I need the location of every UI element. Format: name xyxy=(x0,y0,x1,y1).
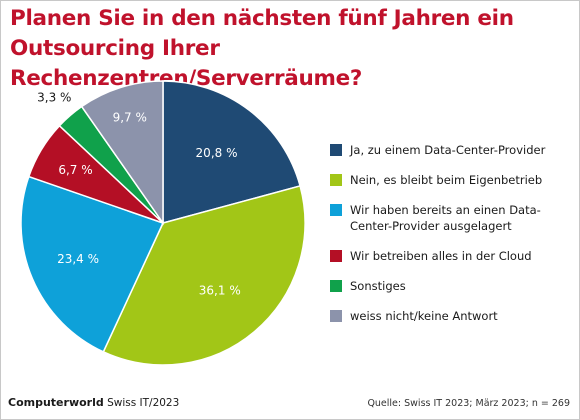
pie-slices xyxy=(20,80,306,366)
pie-label-4: 6,7 % xyxy=(58,163,92,177)
pie-label-6: 9,7 % xyxy=(113,110,147,124)
source-note: Quelle: Swiss IT 2023; März 2023; n = 26… xyxy=(367,398,570,409)
legend-swatch-5 xyxy=(330,280,342,292)
legend-swatch-2 xyxy=(330,174,342,186)
pie-slice-1 xyxy=(162,80,302,224)
pie-label-3: 23,4 % xyxy=(57,252,99,266)
pie-label-5: 3,3 % xyxy=(37,90,71,104)
legend-item-6: weiss nicht/keine Antwort xyxy=(330,308,575,324)
footer-brand-line: Computerworld Swiss IT/2023 xyxy=(8,396,179,409)
pie-label-1: 20,8 % xyxy=(196,146,238,160)
publication-name: Swiss IT/2023 xyxy=(107,397,180,409)
brand-name: Computerworld xyxy=(8,396,104,409)
chart-title: Planen Sie in den nächsten fünf Jahren e… xyxy=(10,6,514,91)
legend-swatch-6 xyxy=(330,310,342,322)
legend-label-6: weiss nicht/keine Antwort xyxy=(350,309,498,323)
pie-labels: 20,8 % 36,1 % 23,4 % 6,7 % 3,3 % 9,7 % xyxy=(37,90,241,297)
legend-swatch-4 xyxy=(330,250,342,262)
legend-label-2: Nein, es bleibt beim Eigenbetrieb xyxy=(350,173,543,187)
legend-swatch-3 xyxy=(330,204,342,216)
legend-item-1: Ja, zu einem Data-Center-Provider xyxy=(330,142,575,158)
pie-slice-2 xyxy=(102,185,306,366)
legend-item-5: Sonstiges xyxy=(330,278,575,294)
legend-label-3: Wir haben bereits an einen Data-Center-P… xyxy=(350,203,541,233)
legend-item-3: Wir haben bereits an einen Data-Center-P… xyxy=(330,202,575,234)
pie-slice-6 xyxy=(80,80,164,226)
legend-swatch-1 xyxy=(330,144,342,156)
legend-item-4: Wir betreiben alles in der Cloud xyxy=(330,248,575,264)
pie-label-2: 36,1 % xyxy=(199,283,241,297)
legend-label-1: Ja, zu einem Data-Center-Provider xyxy=(350,143,546,157)
chart-legend: Ja, zu einem Data-Center-Provider Nein, e… xyxy=(330,142,575,338)
pie-slice-3 xyxy=(20,175,165,353)
legend-label-4: Wir betreiben alles in der Cloud xyxy=(350,249,532,263)
legend-label-5: Sonstiges xyxy=(350,279,406,293)
legend-item-2: Nein, es bleibt beim Eigenbetrieb xyxy=(330,172,575,188)
